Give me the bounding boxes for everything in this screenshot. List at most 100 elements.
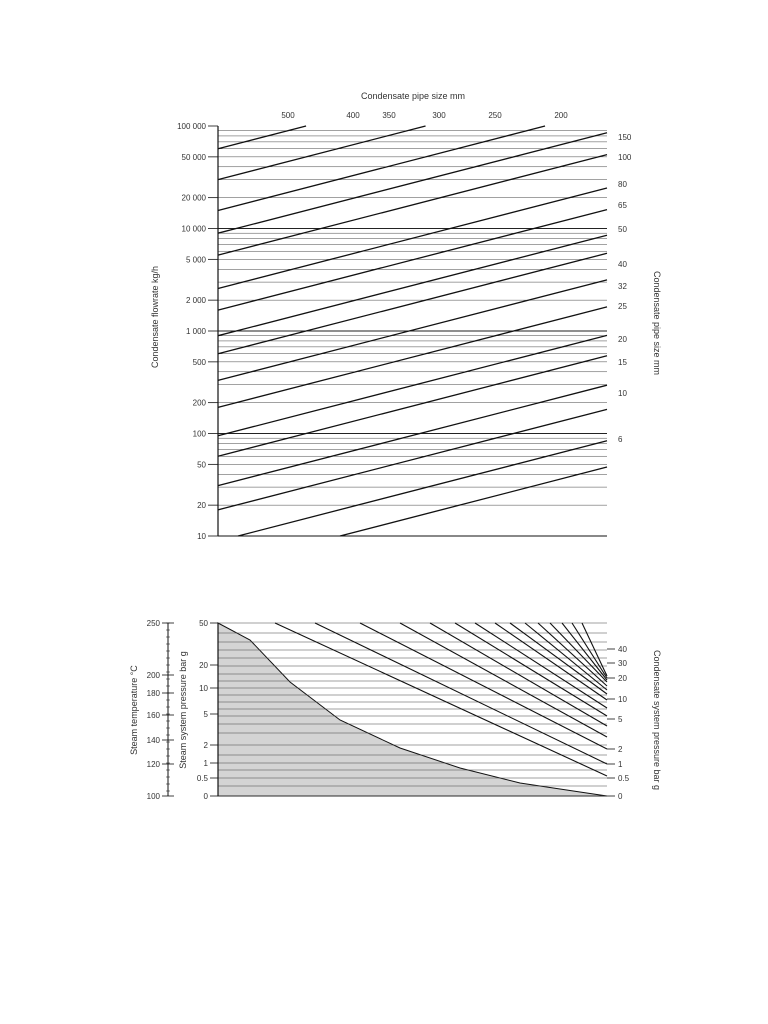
top-pipe-size-label: 400 <box>346 111 360 120</box>
upper-panel-pipe-lines <box>217 125 608 537</box>
y-tick-label: 500 <box>193 358 207 367</box>
condensate-pressure-tick-label: 0.5 <box>618 774 630 783</box>
pipe-size-guide <box>218 126 438 183</box>
pipe-size-line <box>237 440 608 537</box>
condensate-pressure-curve <box>314 622 608 765</box>
right-pipe-size-label: 100 <box>618 153 632 162</box>
pipe-size-line <box>217 384 608 487</box>
y-tick-label: 10 <box>197 532 206 541</box>
pipe-size-guide <box>218 126 244 133</box>
y-tick-label: 2 000 <box>186 296 207 305</box>
condensate-pressure-curve <box>561 622 608 681</box>
condensate-pressure-curve <box>494 622 608 701</box>
steam-pressure-axis-label: Steam system pressure bar g <box>178 651 188 769</box>
condensate-pressure-tick-label: 0 <box>618 792 623 801</box>
y-tick-label: 20 <box>197 501 206 510</box>
steam-pressure-tick-label: 2 <box>204 741 209 750</box>
pipe-size-line <box>217 306 608 408</box>
pipe-size-line <box>339 466 608 537</box>
y-tick-label: 200 <box>193 399 207 408</box>
y-tick-label: 5 000 <box>186 255 207 264</box>
pipe-size-line <box>217 252 608 355</box>
temperature-tick-label: 120 <box>147 760 161 769</box>
upper-panel-axes: 100 000 50 000 20 000 10 000 5 000 2 000 1 000… <box>177 111 632 541</box>
condensate-pressure-tick-label: 1 <box>618 760 623 769</box>
pipe-size-guide <box>218 126 495 198</box>
steam-pressure-tick-label: 50 <box>199 619 208 628</box>
steam-pressure-tick-label: 20 <box>199 661 208 670</box>
right-pipe-size-label: 80 <box>618 180 627 189</box>
steam-pressure-tick-label: 10 <box>199 684 208 693</box>
pipe-size-line <box>217 132 608 234</box>
right-pipe-size-label: 20 <box>618 335 627 344</box>
steam-pressure-tick-label: 0 <box>204 792 209 801</box>
right-pipe-size-label: 32 <box>618 282 627 291</box>
right-pipe-size-label: 6 <box>618 435 623 444</box>
condensate-pressure-curve <box>571 622 608 679</box>
condensate-pressure-curve <box>429 622 608 727</box>
right-pipe-size-label: 10 <box>618 389 627 398</box>
right-pipe-size-label: 25 <box>618 302 627 311</box>
pipe-size-guide <box>218 126 560 214</box>
right-pipe-size-label: 50 <box>618 225 627 234</box>
right-pipe-size-label: 15 <box>618 358 627 367</box>
pipe-size-line <box>217 125 307 150</box>
top-axis-title: Condensate pipe size mm <box>361 91 465 101</box>
condensate-pressure-curve <box>274 622 608 777</box>
pipe-size-line <box>217 334 608 437</box>
condensate-pressure-curve <box>454 622 608 717</box>
condensate-pressure-curve <box>474 622 608 709</box>
upper-panel-grid <box>218 130 607 537</box>
right-pipe-size-axis-label: Condensate pipe size mm <box>652 271 662 375</box>
top-pipe-size-label: 300 <box>432 111 446 120</box>
steam-pressure-tick-label: 1 <box>204 759 209 768</box>
condensate-pressure-curve <box>399 622 608 738</box>
pipe-size-line <box>217 187 608 290</box>
pipe-size-line <box>217 154 608 256</box>
condensate-pressure-tick-label: 2 <box>618 745 623 754</box>
condensate-pressure-tick-label: 30 <box>618 659 627 668</box>
pipe-size-line <box>217 125 426 181</box>
condensate-pressure-tick-label: 40 <box>618 645 627 654</box>
condensate-pressure-curve <box>549 622 608 683</box>
condensate-pressure-tick-label: 5 <box>618 715 623 724</box>
pipe-size-guide <box>218 126 385 169</box>
pipe-size-line <box>217 279 608 381</box>
top-pipe-size-label: 350 <box>382 111 396 120</box>
y-tick-label: 10 000 <box>182 225 207 234</box>
lower-panel-axes: 2502001801601401201005020105210.50403020… <box>147 619 630 801</box>
right-pipe-size-label: 65 <box>618 201 627 210</box>
pipe-size-line <box>217 408 608 511</box>
condensate-pressure-curve <box>524 622 608 691</box>
y-tick-label: 1 000 <box>186 327 207 336</box>
y-tick-label: 20 000 <box>182 194 207 203</box>
temperature-tick-label: 200 <box>147 671 161 680</box>
condensate-pressure-axis-label: Condensate system pressure bar g <box>652 650 662 790</box>
steam-pressure-tick-label: 0.5 <box>197 774 209 783</box>
temperature-tick-label: 160 <box>147 711 161 720</box>
temperature-tick-label: 140 <box>147 736 161 745</box>
top-pipe-size-label: 500 <box>281 111 295 120</box>
right-pipe-size-label: 40 <box>618 260 627 269</box>
condensate-pressure-tick-label: 10 <box>618 695 627 704</box>
top-pipe-size-label: 200 <box>554 111 568 120</box>
temperature-tick-label: 250 <box>147 619 161 628</box>
steam-temperature-axis-label: Steam temperature °C <box>129 665 139 755</box>
y-tick-label: 50 000 <box>182 153 207 162</box>
top-pipe-size-label: 250 <box>488 111 502 120</box>
condensate-pressure-curve <box>359 622 608 750</box>
pipe-size-line <box>217 208 608 311</box>
steam-pressure-tick-label: 5 <box>204 710 209 719</box>
pipe-size-line <box>217 125 546 212</box>
y-tick-label: 50 <box>197 460 206 469</box>
pipe-size-line <box>217 234 608 337</box>
lower-panel-pressure-curves <box>274 622 608 777</box>
y-tick-label: 100 <box>193 430 207 439</box>
right-pipe-size-label: 150 <box>618 133 632 142</box>
condensate-pressure-curve <box>509 622 608 695</box>
condensate-pressure-curve <box>537 622 608 687</box>
y-tick-label: 100 000 <box>177 122 206 131</box>
condensate-pressure-tick-label: 20 <box>618 674 627 683</box>
condensate-pressure-curve <box>581 622 608 677</box>
